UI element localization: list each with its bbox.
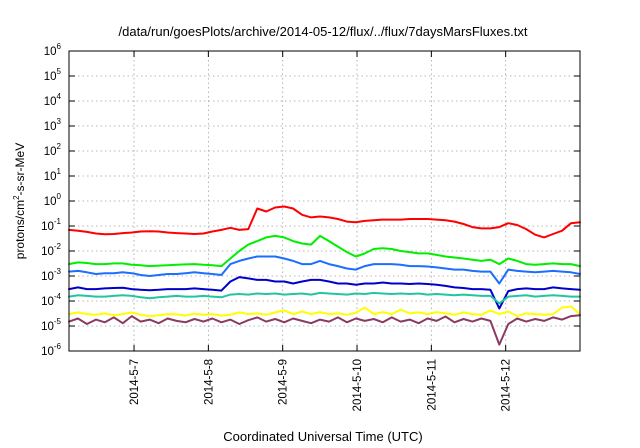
- x-tick-label: 2014-5-9: [278, 359, 290, 405]
- series-line-6: [68, 305, 581, 318]
- series-line-1: [68, 205, 581, 239]
- y-tick-label: 103: [44, 117, 62, 133]
- series-line-7: [68, 314, 581, 346]
- y-tick-label: 10-2: [41, 242, 61, 258]
- y-tick-label: 100: [44, 192, 62, 208]
- y-tick-label: 101: [44, 167, 62, 183]
- y-axis: 10-6 10-5 10-4 10-3 10-2 10-1 100 101 102 103 104 1…: [41, 42, 580, 358]
- y-tick-label: 105: [44, 67, 62, 83]
- x-tick-label: 2014-5-10: [352, 359, 364, 411]
- x-tick-label: 2014-5-11: [426, 359, 438, 411]
- chart-title: /data/run/goesPlots/archive/2014-05-12/f…: [119, 24, 528, 39]
- y-tick-label: 102: [44, 142, 62, 158]
- grid: [69, 51, 580, 351]
- x-tick-label: 2014-5-7: [129, 359, 141, 405]
- x-tick-label: 2014-5-8: [203, 359, 215, 405]
- series-line-3: [68, 255, 581, 285]
- y-tick-label: 106: [44, 42, 62, 58]
- series-layer: [68, 205, 581, 346]
- y-tick-label: 10-1: [41, 217, 61, 233]
- y-axis-label: protons/cm2-s-sr-MeV: [12, 143, 27, 259]
- y-tick-label: 10-6: [41, 342, 61, 358]
- series-line-5: [68, 291, 581, 305]
- y-tick-label: 10-4: [41, 292, 61, 308]
- x-tick-label: 2014-5-12: [501, 359, 513, 411]
- x-axis: 2014-5-7 2014-5-8 2014-5-9 2014-5-10 2014-5-…: [129, 51, 513, 411]
- y-tick-label: 10-5: [41, 317, 61, 333]
- series-line-2: [68, 234, 581, 268]
- y-tick-label: 10-3: [41, 267, 61, 283]
- y-tick-label: 104: [44, 92, 62, 108]
- x-axis-label: Coordinated Universal Time (UTC): [223, 429, 422, 444]
